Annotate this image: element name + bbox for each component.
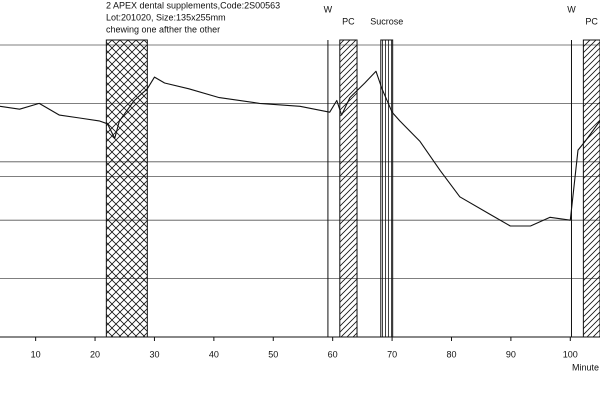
band-label: PC xyxy=(585,16,598,26)
title-line: chewing one afther the other xyxy=(106,24,220,34)
x-tick-label: 60 xyxy=(328,349,338,359)
event-band xyxy=(380,39,394,338)
event-band xyxy=(582,39,600,338)
x-tick-label: 50 xyxy=(268,349,278,359)
data-line xyxy=(0,70,600,227)
band-label: Sucrose xyxy=(370,16,403,26)
event-band xyxy=(105,39,148,338)
plot-area xyxy=(0,44,600,280)
marker-label: W xyxy=(567,4,576,14)
title-line: 2 APEX dental supplements,Code:2S00563 xyxy=(106,0,280,10)
x-tick-label: 70 xyxy=(387,349,397,359)
x-tick-label: 100 xyxy=(563,349,578,359)
x-tick-label: 20 xyxy=(90,349,100,359)
x-tick-label: 30 xyxy=(149,349,159,359)
x-tick-label: 10 xyxy=(31,349,41,359)
title-line: Lot:201020, Size:135x255mm xyxy=(106,12,226,22)
x-tick-label: 90 xyxy=(506,349,516,359)
x-tick-label: 40 xyxy=(209,349,219,359)
x-tick-label: 80 xyxy=(446,349,456,359)
band-label: PC xyxy=(342,16,355,26)
event-band xyxy=(339,39,358,338)
x-axis-label: Minute xyxy=(572,362,599,372)
marker-label: W xyxy=(324,4,333,14)
